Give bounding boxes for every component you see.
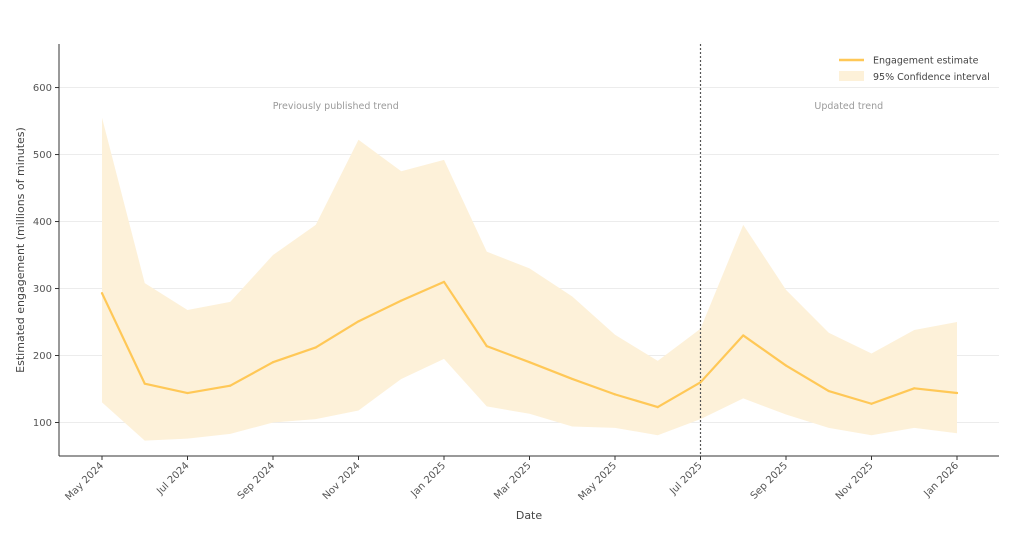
annotations: Previously published trend Updated trend bbox=[273, 101, 883, 112]
y-tick-label: 100 bbox=[33, 418, 52, 429]
x-tick-label: May 2024 bbox=[63, 460, 106, 503]
estimate-point bbox=[485, 345, 488, 348]
x-tick-label: Sep 2024 bbox=[236, 460, 277, 501]
estimate-point bbox=[314, 346, 317, 349]
estimate-point bbox=[271, 361, 275, 364]
estimate-point bbox=[613, 393, 617, 396]
estimate-point bbox=[742, 334, 745, 337]
estimate-point bbox=[100, 292, 104, 295]
estimate-point bbox=[442, 280, 446, 283]
y-tick-label: 600 bbox=[33, 83, 52, 94]
estimate-point bbox=[528, 361, 531, 364]
x-tick-labels: May 2024 Jul 2024 Sep 2024 Nov 2024 Jan 2025… bbox=[63, 456, 961, 503]
x-tick-label: Jul 2024 bbox=[154, 460, 191, 497]
y-axis-title: Estimated engagement (millions of minute… bbox=[14, 127, 27, 373]
x-tick-label: Jan 2025 bbox=[408, 460, 448, 500]
x-tick-label: Sep 2025 bbox=[749, 460, 790, 501]
estimate-point bbox=[955, 391, 959, 395]
estimate-point bbox=[186, 391, 189, 395]
estimate-point bbox=[357, 320, 360, 323]
x-tick-label: Jan 2026 bbox=[921, 460, 961, 500]
trend-annotation: Previously published trend bbox=[273, 101, 399, 112]
y-tick-label: 400 bbox=[33, 217, 52, 228]
confidence-band-layer bbox=[102, 117, 957, 441]
legend-band-swatch bbox=[839, 71, 864, 81]
x-tick-label: Nov 2025 bbox=[834, 460, 876, 502]
estimate-point bbox=[400, 299, 403, 302]
estimate-point bbox=[143, 382, 146, 385]
estimate-point bbox=[913, 387, 916, 390]
x-tick-label: Mar 2025 bbox=[492, 460, 533, 501]
estimate-point bbox=[571, 377, 574, 381]
y-tick-label: 200 bbox=[33, 351, 52, 362]
estimate-line-layer bbox=[100, 280, 959, 409]
x-tick-label: Jul 2025 bbox=[667, 460, 704, 497]
legend: Engagement estimate 95% Confidence inter… bbox=[839, 56, 990, 83]
y-tick-label: 300 bbox=[33, 284, 52, 295]
y-tick-label: 500 bbox=[33, 150, 52, 161]
x-axis-title: Date bbox=[516, 509, 543, 522]
estimate-point bbox=[656, 405, 659, 409]
estimate-point bbox=[827, 389, 830, 393]
estimate-point bbox=[784, 364, 788, 367]
estimate-point bbox=[870, 402, 873, 405]
trend-annotation: Updated trend bbox=[814, 101, 883, 112]
x-tick-label: May 2025 bbox=[576, 460, 619, 503]
confidence-band bbox=[102, 117, 957, 441]
legend-label-confidence: 95% Confidence interval bbox=[873, 72, 990, 83]
x-tick-label: Nov 2024 bbox=[321, 460, 363, 502]
y-tick-labels: 100 200 300 400 500 600 bbox=[33, 83, 59, 429]
estimate-point bbox=[229, 384, 232, 387]
legend-label-estimate: Engagement estimate bbox=[873, 56, 979, 67]
estimate-point bbox=[699, 381, 702, 384]
